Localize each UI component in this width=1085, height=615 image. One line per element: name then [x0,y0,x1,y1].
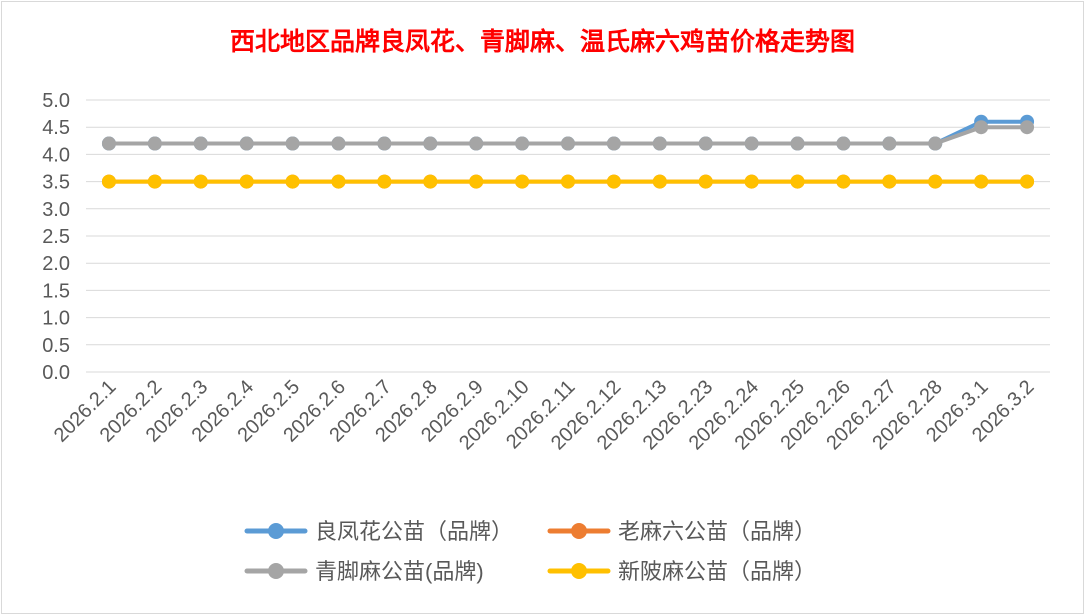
data-point [515,136,530,151]
legend-swatch-marker [571,523,587,539]
data-point [652,136,667,151]
y-tick-label: 4.5 [42,117,70,139]
data-point [882,174,897,189]
data-point [193,174,208,189]
data-point [469,136,484,151]
data-point [193,136,208,151]
y-tick-label: 1.0 [42,308,70,330]
data-point [331,174,346,189]
data-point [377,136,392,151]
data-point [928,174,943,189]
data-point [101,136,116,151]
data-point [239,136,254,151]
data-point [836,174,851,189]
data-point [423,136,438,151]
data-point [836,136,851,151]
legend-swatch-marker [571,563,587,579]
y-tick-label: 2.0 [42,253,70,275]
legend-label: 新陂麻公苗（品牌） [618,559,816,584]
data-point [469,174,484,189]
data-point [744,136,759,151]
data-point [561,174,575,189]
data-point [147,136,162,151]
data-point [1020,120,1035,135]
legend-label: 良凤花公苗（品牌） [315,519,513,544]
data-point [882,136,897,151]
data-point [790,174,805,189]
data-point [652,174,667,189]
data-point [790,136,805,151]
data-point [147,174,162,189]
y-tick-label: 2.5 [42,226,70,248]
y-tick-label: 0.0 [42,362,70,384]
y-tick-label: 5.0 [42,90,70,112]
data-point [515,174,530,189]
data-point [974,174,989,189]
data-point [285,136,300,151]
legend-label: 青脚麻公苗(品牌) [315,559,484,584]
data-point [285,174,300,189]
y-tick-label: 0.5 [42,335,70,357]
data-point [331,136,346,151]
data-point [239,174,254,189]
data-point [1020,174,1035,189]
data-point [974,120,989,135]
data-point [606,136,621,151]
data-point [377,174,392,189]
data-point [744,174,759,189]
y-tick-label: 4.0 [42,144,70,166]
data-point [698,174,713,189]
y-tick-label: 3.0 [42,199,70,221]
legend-swatch-marker [268,523,284,539]
data-point [698,136,713,151]
data-point [101,174,116,189]
data-point [606,174,621,189]
data-point [561,136,575,151]
y-tick-label: 3.5 [42,172,70,194]
y-tick-label: 1.5 [42,280,70,302]
chart-title: 西北地区品牌良凤花、青脚麻、温氏麻六鸡苗价格走势图 [229,27,855,56]
data-point [423,174,438,189]
data-point [928,136,943,151]
legend-label: 老麻六公苗（品牌） [618,519,816,544]
legend-swatch-marker [268,563,284,579]
